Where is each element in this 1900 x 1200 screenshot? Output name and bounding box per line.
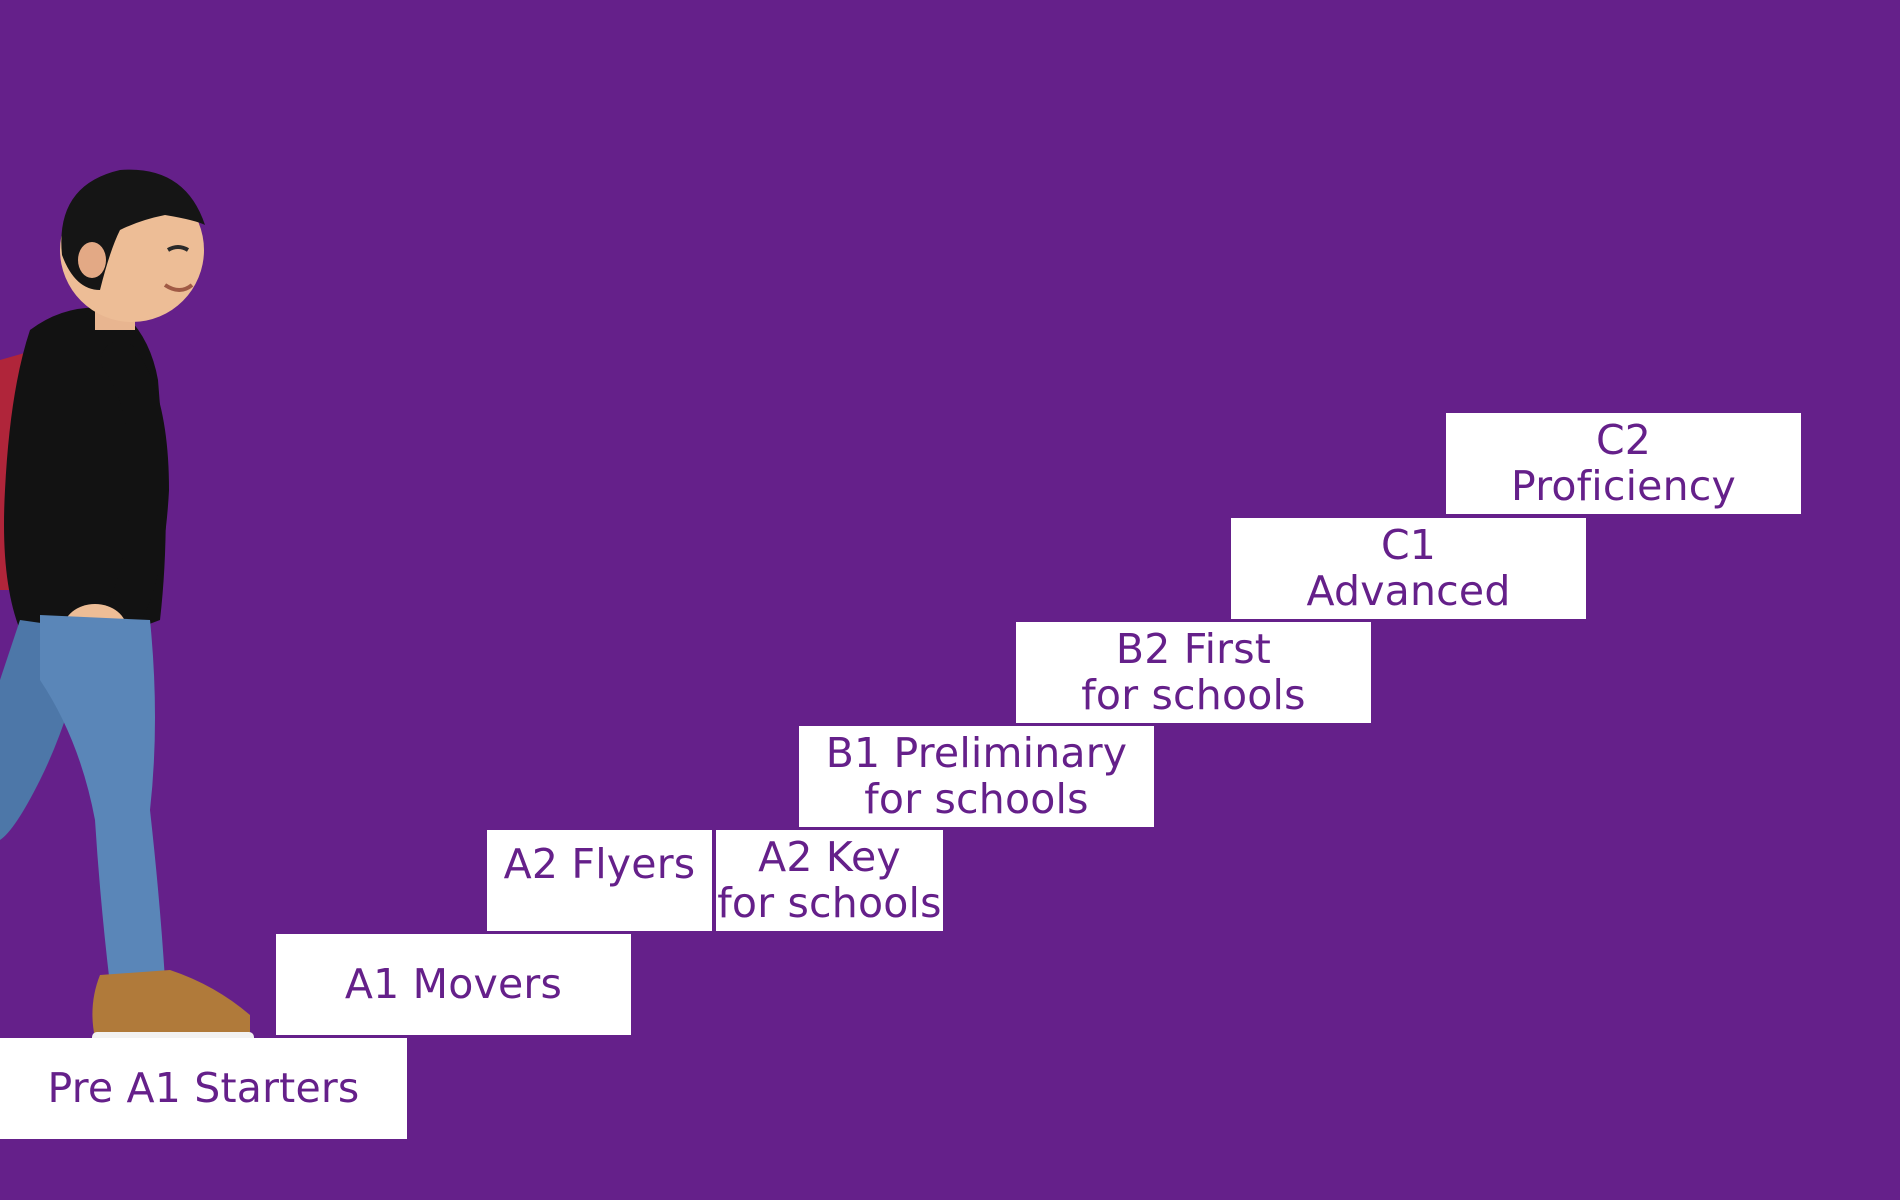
ear bbox=[78, 242, 106, 278]
eye bbox=[166, 245, 190, 252]
step-label: A1 Movers bbox=[344, 959, 563, 1008]
step-label-line-2: for schools bbox=[1081, 670, 1306, 719]
step-label: A2 Flyers bbox=[503, 840, 696, 888]
step-a2-flyers: A2 Flyers bbox=[487, 830, 712, 931]
step-b2-first-for-schools: B2 First for schools bbox=[1016, 622, 1371, 723]
child-walking-illustration bbox=[0, 169, 254, 1046]
step-label-line-2: Proficiency bbox=[1510, 461, 1737, 510]
step-label-line-2: for schools bbox=[864, 774, 1089, 823]
step-label-line-1: C1 bbox=[1380, 521, 1437, 570]
step-label-line-1: C2 bbox=[1595, 416, 1652, 465]
step-label-line-1: A2 Key bbox=[758, 833, 901, 882]
arm bbox=[101, 341, 170, 639]
smile bbox=[163, 283, 194, 292]
step-label-line-2: for schools bbox=[717, 878, 942, 927]
step-label-line-1: B1 Preliminary bbox=[825, 729, 1128, 778]
step-label: Pre A1 Starters bbox=[47, 1063, 360, 1112]
shoe bbox=[92, 970, 250, 1038]
step-a2-key-for-schools: A2 Key for schools bbox=[716, 830, 943, 931]
step-a1-movers: A1 Movers bbox=[276, 934, 631, 1035]
step-c1-advanced: C1 Advanced bbox=[1231, 518, 1586, 619]
jeans-front-leg bbox=[40, 615, 165, 985]
step-b1-preliminary-for-schools: B1 Preliminary for schools bbox=[799, 726, 1154, 827]
step-c2-proficiency: C2 Proficiency bbox=[1446, 413, 1801, 514]
step-pre-a1-starters: Pre A1 Starters bbox=[0, 1038, 407, 1139]
step-label-line-2: Advanced bbox=[1306, 566, 1511, 615]
step-label-line-1: B2 First bbox=[1115, 625, 1272, 674]
